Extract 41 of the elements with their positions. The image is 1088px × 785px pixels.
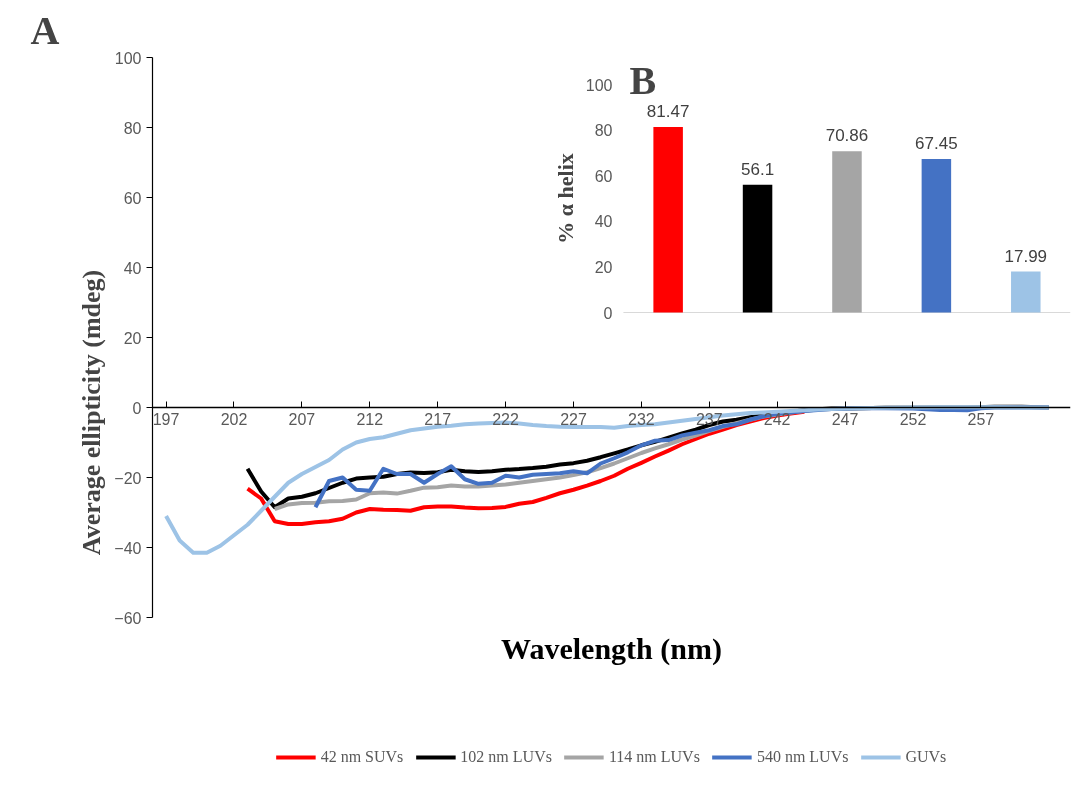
data-label: 56.1	[741, 159, 775, 179]
legend-label: 102 nm LUVs	[460, 748, 552, 766]
y-axis-title: Average ellipticity (mdeg)	[77, 269, 107, 556]
legend-label: 42 nm SUVs	[320, 748, 404, 766]
y-tick-label: 60	[594, 167, 613, 185]
legend-label: 114 nm LUVs	[608, 748, 700, 766]
x-axis-title: Wavelength (nm)	[501, 631, 722, 666]
data-label: 81.47	[646, 102, 690, 122]
y-tick-label: 80	[123, 119, 142, 137]
y-tick-label: 0	[132, 399, 142, 417]
data-label: 67.45	[915, 133, 958, 153]
x-tick-label: 257	[967, 410, 995, 428]
legend-label: GUVs	[905, 748, 947, 766]
y-tick-label: 20	[594, 258, 613, 276]
x-tick-label: 212	[356, 410, 384, 428]
y-tick-label: 60	[123, 189, 142, 207]
x-tick-label: 197	[152, 410, 180, 428]
y-tick-label: 80	[594, 122, 613, 140]
y-tick-label: 0	[603, 304, 613, 322]
x-tick-label: 202	[220, 410, 248, 428]
x-tick-label: 217	[424, 410, 452, 428]
y-tick-label: −20	[114, 469, 142, 487]
y-tick-label: −40	[114, 539, 142, 557]
y-tick-label: 40	[123, 259, 142, 277]
legend-label: 540 nm LUVs	[756, 748, 849, 766]
y-tick-label: 100	[114, 49, 142, 67]
x-tick-label: 252	[899, 410, 927, 428]
data-label: 17.99	[1004, 246, 1048, 266]
y-axis-title: % α helix	[552, 153, 578, 244]
x-tick-label: 227	[560, 410, 587, 428]
data-label: 70.86	[825, 126, 869, 146]
y-tick-label: 20	[123, 329, 142, 347]
y-tick-label: −60	[114, 609, 142, 627]
x-tick-label: 232	[628, 410, 655, 428]
y-tick-label: 100	[585, 76, 613, 94]
chart-title: A	[30, 7, 60, 53]
chart-title: B	[629, 57, 657, 103]
x-tick-label: 207	[288, 410, 316, 428]
x-tick-label: 237	[695, 410, 723, 428]
x-tick-label: 247	[831, 410, 859, 428]
y-tick-label: 40	[594, 213, 613, 231]
